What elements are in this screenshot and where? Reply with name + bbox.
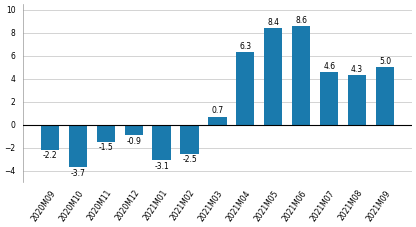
Bar — [69, 125, 87, 167]
Text: -0.9: -0.9 — [126, 136, 141, 146]
Bar — [292, 26, 310, 125]
Text: -3.7: -3.7 — [70, 169, 85, 178]
Bar — [348, 75, 366, 125]
Bar — [376, 67, 394, 125]
Text: 4.3: 4.3 — [351, 65, 363, 74]
Text: 8.6: 8.6 — [295, 16, 307, 25]
Text: -3.1: -3.1 — [154, 162, 169, 171]
Text: 5.0: 5.0 — [379, 57, 391, 66]
Bar — [124, 125, 143, 135]
Bar — [153, 125, 171, 160]
Bar — [208, 117, 227, 125]
Text: -2.5: -2.5 — [182, 155, 197, 164]
Bar — [264, 28, 282, 125]
Bar — [236, 52, 255, 125]
Bar — [41, 125, 59, 150]
Text: -1.5: -1.5 — [98, 143, 113, 152]
Bar — [320, 72, 338, 125]
Text: 0.7: 0.7 — [211, 106, 223, 115]
Text: -2.2: -2.2 — [42, 151, 57, 160]
Text: 8.4: 8.4 — [267, 18, 279, 27]
Bar — [181, 125, 198, 153]
Text: 4.6: 4.6 — [323, 62, 335, 71]
Bar — [97, 125, 115, 142]
Text: 6.3: 6.3 — [239, 42, 251, 51]
